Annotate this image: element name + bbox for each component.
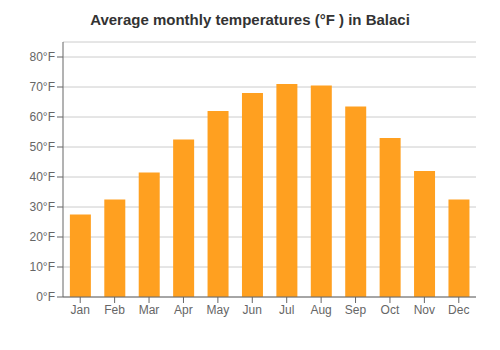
svg-text:Apr: Apr xyxy=(174,303,193,317)
svg-text:Jun: Jun xyxy=(243,303,262,317)
svg-text:Nov: Nov xyxy=(414,303,435,317)
svg-text:Oct: Oct xyxy=(381,303,400,317)
svg-text:80°F: 80°F xyxy=(30,50,55,64)
svg-text:Sep: Sep xyxy=(345,303,367,317)
svg-text:0°F: 0°F xyxy=(36,290,55,304)
svg-text:70°F: 70°F xyxy=(30,80,55,94)
svg-text:Jan: Jan xyxy=(71,303,90,317)
svg-text:May: May xyxy=(207,303,230,317)
svg-text:Dec: Dec xyxy=(448,303,469,317)
svg-text:Jul: Jul xyxy=(279,303,294,317)
svg-text:Feb: Feb xyxy=(104,303,125,317)
svg-text:10°F: 10°F xyxy=(30,260,55,274)
svg-text:60°F: 60°F xyxy=(30,110,55,124)
svg-text:Aug: Aug xyxy=(310,303,331,317)
svg-text:Mar: Mar xyxy=(139,303,160,317)
svg-text:20°F: 20°F xyxy=(30,230,55,244)
html-text:Average monthly temperatures (: Average monthly temperatures (°F ) in Ba… xyxy=(90,11,410,28)
svg-text:30°F: 30°F xyxy=(30,200,55,214)
svg-text:40°F: 40°F xyxy=(30,170,55,184)
svg-text:50°F: 50°F xyxy=(30,140,55,154)
